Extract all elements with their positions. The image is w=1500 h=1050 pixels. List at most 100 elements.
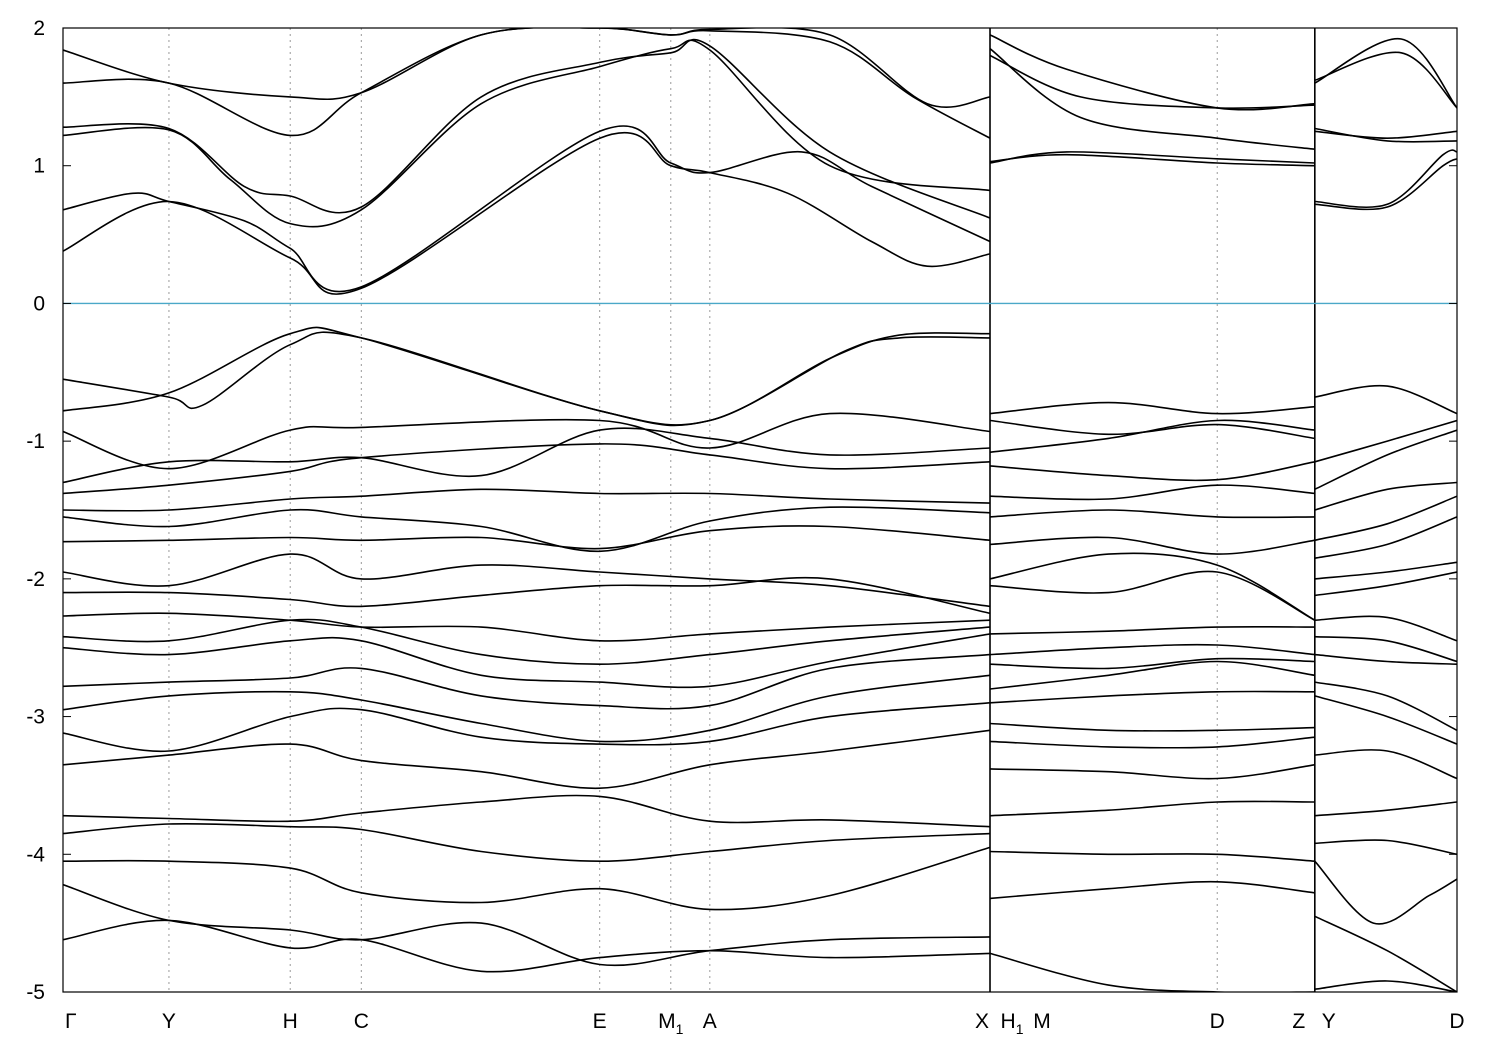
y-tick-label: -3 (26, 706, 45, 729)
band-line (1314, 158, 1457, 211)
band-line (63, 506, 991, 553)
band-line (63, 919, 991, 973)
band-line (1314, 635, 1457, 663)
band-line (63, 618, 991, 666)
band-line (989, 151, 1315, 164)
y-axis: 2 1 0 -1 -2 -3 -4 -5 (26, 17, 1457, 1004)
kpoint-label: H1 (1001, 1010, 1024, 1037)
band-line (1314, 429, 1457, 491)
band-line (63, 131, 991, 295)
band-line (989, 850, 1315, 862)
band-line (63, 38, 991, 219)
band-line (63, 729, 991, 790)
band-line (1314, 980, 1457, 992)
band-line (1314, 839, 1457, 856)
band-line (63, 443, 991, 495)
band-line (1314, 615, 1457, 642)
band-line (63, 846, 991, 911)
band-line (63, 427, 991, 484)
band-line (63, 883, 991, 967)
y-tick-label: -2 (26, 568, 45, 591)
band-line (63, 822, 991, 863)
band-line (989, 48, 1315, 150)
band-line (63, 702, 991, 753)
band-line (1314, 516, 1457, 559)
kpoint-label: D (1449, 1010, 1464, 1033)
band-line (63, 553, 991, 608)
band-line (1314, 130, 1457, 140)
band-line (989, 552, 1316, 621)
band-line (1314, 495, 1457, 542)
band-line (1314, 653, 1457, 665)
band-line (989, 952, 1315, 992)
kpoint-label: C (354, 1010, 369, 1033)
band-line (989, 764, 1315, 780)
band-line (989, 800, 1315, 817)
band-line (989, 401, 1315, 415)
band-line (63, 576, 991, 615)
kpoint-label: A (703, 1010, 717, 1033)
band-line (989, 643, 1315, 656)
band-line (989, 54, 1315, 109)
band-line (989, 690, 1315, 704)
band-line (1314, 915, 1457, 992)
band-line (1314, 149, 1457, 208)
y-tick-label: -4 (26, 843, 45, 866)
kpoint-label: Z (1292, 1010, 1305, 1033)
y-tick-label: 0 (33, 292, 45, 315)
band-line (63, 28, 991, 108)
band-line (1314, 51, 1457, 109)
kpoint-label: Γ (65, 1010, 77, 1033)
kpoint-label: D (1210, 1010, 1225, 1033)
band-line (63, 412, 991, 470)
bands-layer (63, 28, 1457, 992)
band-line (63, 633, 991, 689)
band-line (63, 331, 991, 426)
plot-frame (62, 27, 1458, 993)
band-line (63, 794, 991, 828)
band-line (1314, 127, 1457, 143)
band-line (989, 570, 1316, 621)
kpoint-label: E (593, 1010, 607, 1033)
band-line (989, 657, 1315, 670)
band-line (989, 660, 1315, 690)
band-line (989, 736, 1315, 749)
band-line (63, 28, 991, 139)
band-line (63, 125, 991, 293)
band-line (1314, 749, 1457, 780)
kpoint-label: Y (1322, 1010, 1336, 1033)
band-line (989, 722, 1315, 732)
band-line (63, 39, 991, 228)
band-line (63, 525, 991, 550)
band-line (989, 880, 1315, 900)
band-line (63, 612, 991, 642)
y-tick-label: 2 (33, 17, 45, 40)
band-line (989, 153, 1315, 167)
band-line (63, 326, 991, 427)
band-line (1314, 681, 1457, 732)
band-line (1314, 801, 1457, 817)
band-line (989, 625, 1315, 635)
band-line (63, 488, 991, 512)
x-axis-kpoint-labels: Γ Y H C E M1 A X H1 M D Z Y D (65, 1010, 1465, 1037)
band-line (1314, 695, 1457, 745)
band-line (1314, 38, 1457, 109)
kpoint-label: M (1033, 1010, 1051, 1033)
band-line (1314, 860, 1457, 925)
y-tick-label: 1 (33, 155, 45, 178)
band-line (1314, 419, 1457, 463)
grid-layer (168, 28, 1316, 992)
band-line (1314, 561, 1457, 580)
kpoint-label: M1 (658, 1010, 684, 1037)
band-line (63, 674, 991, 743)
band-line (989, 419, 1315, 453)
band-line (989, 419, 1315, 440)
band-line (989, 484, 1315, 501)
band-line (989, 34, 1315, 111)
band-line (63, 653, 991, 710)
band-line (989, 536, 1315, 555)
band-line (1314, 481, 1457, 511)
band-line (989, 461, 1315, 482)
band-line (989, 509, 1315, 519)
